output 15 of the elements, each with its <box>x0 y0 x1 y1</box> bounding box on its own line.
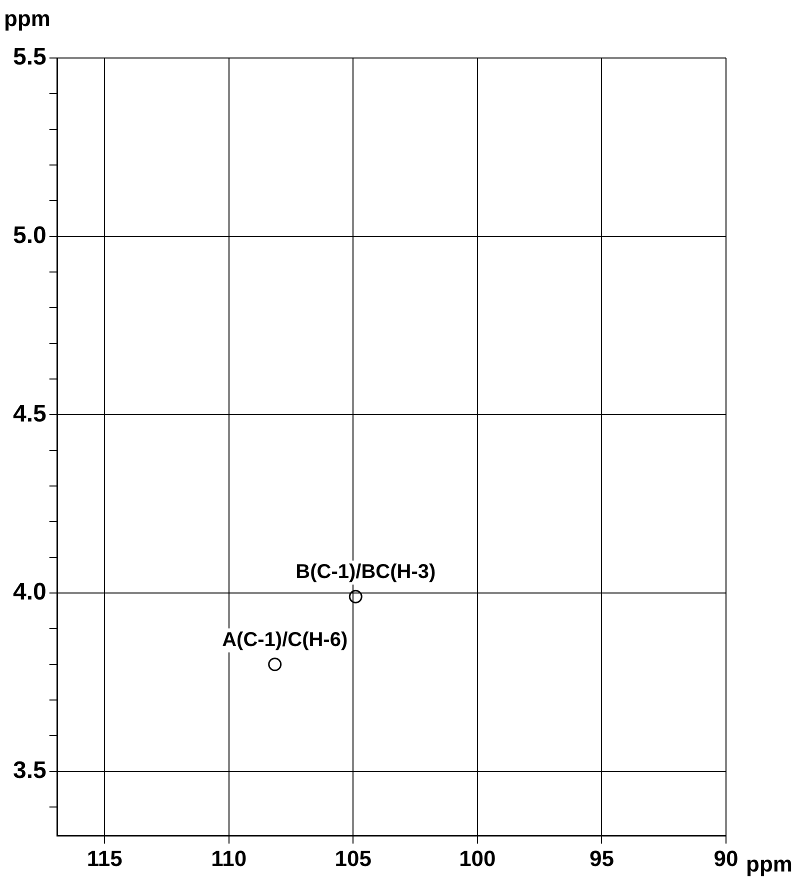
y-tick-label: 5.0 <box>12 222 46 249</box>
y-tick-label: 5.5 <box>12 44 46 71</box>
x-axis-title: ppm <box>746 852 792 877</box>
y-tick-label: 4.0 <box>12 578 46 606</box>
y-axis-title: ppm <box>4 6 50 32</box>
x-tick-label: 90 <box>714 846 738 871</box>
x-tick-label: 110 <box>211 846 247 871</box>
x-tick-label: 105 <box>334 846 372 871</box>
x-tick-label: 115 <box>86 846 122 871</box>
x-tick-label: 100 <box>459 846 496 871</box>
annotation: A(C-1)/C(H-6) <box>222 628 348 651</box>
y-tick-label: 4.5 <box>12 400 46 428</box>
annotation: B(C-1)/BC(H-3) <box>296 561 436 584</box>
x-tick-label: 95 <box>589 846 614 871</box>
y-tick-label: 3.5 <box>12 757 46 784</box>
